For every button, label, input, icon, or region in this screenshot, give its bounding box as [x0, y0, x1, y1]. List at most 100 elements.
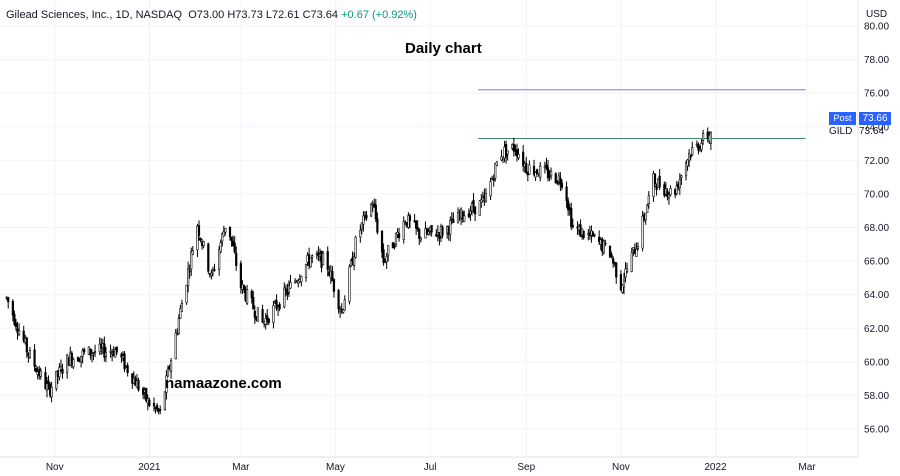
- candle-body: [59, 366, 63, 371]
- candle-body: [165, 375, 168, 393]
- price-tick-label: 56.00: [864, 425, 889, 436]
- price-tick-label: 70.00: [864, 189, 889, 200]
- candle-body: [632, 247, 635, 251]
- last-price-label: 73.64: [859, 126, 885, 137]
- candle-body: [515, 149, 519, 156]
- candle-body: [80, 355, 83, 363]
- candle-body: [311, 255, 314, 258]
- time-tick-label: 2022: [704, 462, 727, 473]
- candle-body: [287, 285, 291, 293]
- candle-body: [532, 165, 536, 175]
- currency-label[interactable]: USD: [866, 9, 888, 20]
- candle-body: [283, 287, 286, 308]
- candle-body: [408, 215, 412, 222]
- candle-body: [689, 155, 692, 158]
- candle-body: [28, 350, 32, 358]
- candle-body: [380, 230, 384, 253]
- time-tick-label: Sep: [517, 462, 535, 473]
- candle-body: [363, 212, 367, 216]
- candle-body: [517, 154, 520, 159]
- candle-body: [331, 270, 334, 281]
- candle-body: [641, 215, 644, 249]
- candle-body: [598, 236, 601, 242]
- candle-body: [239, 263, 242, 288]
- candle-body: [652, 173, 655, 197]
- candle-body: [326, 251, 329, 270]
- candle-body: [174, 332, 177, 360]
- candle-body: [473, 206, 477, 215]
- candle-body: [230, 236, 233, 242]
- candle-body: [384, 261, 387, 264]
- candle-body: [435, 233, 438, 237]
- candle-body: [370, 204, 373, 217]
- candle-body: [647, 195, 650, 204]
- candle-body: [187, 268, 190, 287]
- candle-body: [684, 163, 688, 177]
- candle-body: [221, 233, 224, 242]
- candle-body: [114, 349, 117, 358]
- candle-body: [449, 220, 452, 235]
- candle-body: [691, 147, 694, 156]
- candle-body: [354, 236, 357, 258]
- price-axis[interactable]: 56.00 58.00 60.00 62.00 64.00 66.00 68.00 70.00…: [864, 22, 889, 436]
- candle-body: [275, 299, 278, 309]
- candle-body: [463, 215, 466, 223]
- candle-body: [228, 226, 232, 238]
- candle-body: [177, 318, 180, 334]
- candle-body: [83, 349, 86, 353]
- candle-body: [199, 238, 202, 241]
- candle-body: [180, 302, 184, 312]
- candle-body: [697, 144, 700, 151]
- candle-body: [190, 251, 193, 270]
- candle-body: [297, 280, 300, 285]
- candle-body: [441, 226, 444, 236]
- candle-body: [621, 284, 624, 293]
- candle-body: [55, 370, 58, 389]
- candle-body: [669, 188, 672, 196]
- candle-body: [666, 190, 669, 197]
- price-tick-label: 58.00: [864, 391, 889, 402]
- candle-body: [484, 193, 488, 202]
- candle-body: [278, 304, 281, 310]
- candle-body: [89, 348, 92, 356]
- watermark-text: namaazone.com: [165, 375, 282, 392]
- candle-body: [45, 383, 49, 391]
- candle-body: [545, 164, 548, 169]
- candle-body: [272, 305, 275, 323]
- candle-body: [608, 245, 612, 258]
- candle-body: [407, 215, 410, 228]
- candle-body: [81, 350, 84, 357]
- candle-body: [636, 245, 640, 249]
- candle-body: [39, 370, 42, 377]
- time-axis[interactable]: Nov 2021 Mar May Jul Sep Nov 2022 Mar: [46, 462, 816, 473]
- candle-body: [242, 285, 246, 290]
- candle-body: [156, 405, 159, 410]
- price-tick-label: 64.00: [864, 290, 889, 301]
- candle-body: [610, 254, 613, 258]
- price-change: +0.67 (+0.92%): [341, 9, 417, 21]
- candle-body: [678, 179, 681, 188]
- candle-body: [218, 249, 221, 270]
- candle-body: [90, 353, 94, 356]
- candle-body: [625, 268, 629, 273]
- candle-body: [461, 211, 464, 220]
- time-tick-label: Mar: [798, 462, 816, 473]
- candle-body: [35, 368, 38, 373]
- candle-body: [700, 143, 703, 151]
- price-tick-label: 72.00: [864, 156, 889, 167]
- symbol-header: Gilead Sciences, Inc., 1D, NASDAQ O73.00…: [6, 9, 417, 21]
- candle-body: [343, 299, 346, 311]
- candle-body: [456, 211, 460, 224]
- candle-body: [593, 234, 596, 236]
- candle-body: [701, 133, 705, 141]
- candle-body: [549, 170, 553, 177]
- candle-body: [188, 270, 191, 273]
- candle-body: [33, 349, 36, 367]
- candle-body: [500, 156, 503, 161]
- candle-body: [506, 150, 509, 155]
- candle-body: [76, 357, 80, 362]
- candle-body: [644, 213, 647, 221]
- candle-body: [58, 367, 61, 378]
- candle-body: [109, 350, 112, 353]
